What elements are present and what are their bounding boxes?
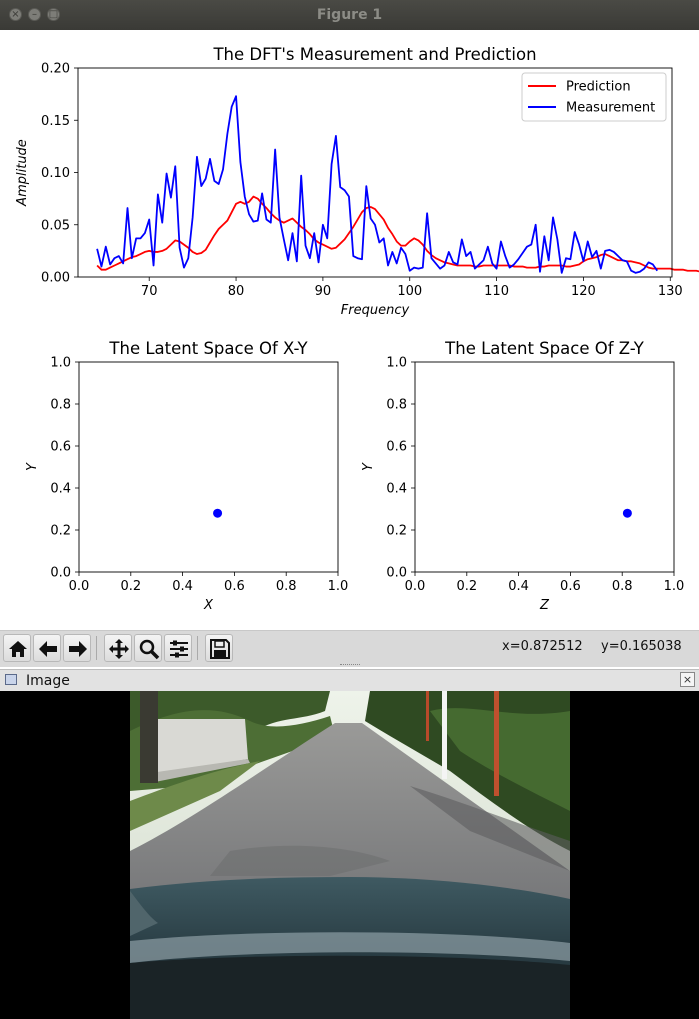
axes-frame bbox=[414, 361, 675, 573]
y-tick-label: 1.0 bbox=[386, 356, 407, 371]
x-tick-label: 0.4 bbox=[172, 579, 193, 594]
x-tick-label: 0.0 bbox=[69, 579, 90, 594]
y-tick-label: 0.6 bbox=[50, 440, 71, 455]
x-axis-label: X bbox=[203, 598, 214, 613]
x-tick-label: 0.6 bbox=[224, 579, 245, 594]
y-tick-label: 0.8 bbox=[386, 398, 407, 413]
chart-title: The Latent Space Of X-Y bbox=[108, 339, 308, 358]
x-tick-label: 1.0 bbox=[664, 579, 685, 594]
pan-button[interactable] bbox=[104, 634, 132, 662]
toolbar-separator bbox=[96, 636, 97, 660]
x-axis-label: Frequency bbox=[341, 303, 410, 318]
magnifier-icon bbox=[139, 639, 160, 660]
close-window-button[interactable]: × bbox=[9, 8, 22, 21]
y-tick-label: 0.0 bbox=[386, 566, 407, 581]
x-tick-label: 80 bbox=[228, 284, 245, 299]
chart-title: The DFT's Measurement and Prediction bbox=[212, 45, 536, 64]
legend-box bbox=[521, 72, 667, 122]
x-tick-label: 0.0 bbox=[405, 579, 426, 594]
forward-button[interactable] bbox=[63, 634, 91, 662]
x-coordinate-readout: x=0.872512 bbox=[502, 639, 583, 654]
y-tick-label: 1.0 bbox=[50, 356, 71, 371]
x-axis-label: Z bbox=[539, 598, 550, 613]
minimize-window-button[interactable]: – bbox=[28, 8, 41, 21]
x-tick-label: 100 bbox=[397, 284, 422, 299]
x-tick-label: 70 bbox=[141, 284, 158, 299]
y-axis-label: Y bbox=[25, 462, 40, 471]
window-titlebar: × – □ Figure 1 bbox=[0, 0, 699, 30]
chart-title: The Latent Space Of Z-Y bbox=[444, 339, 645, 358]
navigation-toolbar: x=0.872512 y=0.165038 bbox=[0, 630, 699, 667]
y-tick-label: 0.6 bbox=[386, 440, 407, 455]
back-button[interactable] bbox=[33, 634, 61, 662]
x-tick-label: 0.2 bbox=[456, 579, 477, 594]
axes-frame bbox=[77, 67, 673, 278]
road-scene-illustration bbox=[130, 691, 570, 1019]
x-tick-label: 0.8 bbox=[276, 579, 297, 594]
arrow-right-icon bbox=[69, 641, 87, 657]
x-tick-label: 0.4 bbox=[508, 579, 529, 594]
figure-canvas[interactable]: The DFT's Measurement and Prediction 70 80… bbox=[0, 30, 699, 630]
move-icon bbox=[109, 639, 129, 659]
series-line-prediction bbox=[96, 195, 699, 273]
y-tick-label: 0.10 bbox=[41, 166, 70, 181]
y-coordinate-readout: y=0.165038 bbox=[601, 639, 682, 654]
arrow-left-icon bbox=[39, 641, 57, 657]
y-tick-label: 0.2 bbox=[50, 524, 71, 539]
x-tick-label: 130 bbox=[658, 284, 683, 299]
y-tick-label: 0.4 bbox=[386, 482, 407, 497]
x-tick-label: 120 bbox=[571, 284, 596, 299]
axes-frame bbox=[78, 361, 339, 573]
y-tick-label: 0.4 bbox=[50, 482, 71, 497]
zoom-button[interactable] bbox=[134, 634, 162, 662]
y-tick-label: 0.15 bbox=[41, 114, 70, 129]
sliders-icon bbox=[170, 640, 188, 658]
save-button[interactable] bbox=[205, 634, 233, 662]
y-axis-label: Y bbox=[361, 462, 376, 471]
y-tick-label: 0.00 bbox=[41, 271, 70, 286]
legend-label: Prediction bbox=[566, 80, 631, 95]
configure-subplots-button[interactable] bbox=[164, 634, 192, 662]
x-tick-label: 0.2 bbox=[120, 579, 141, 594]
scatter-point bbox=[622, 508, 632, 518]
x-tick-label: 1.0 bbox=[328, 579, 349, 594]
image-panel-header: Image × bbox=[0, 669, 699, 692]
image-icon bbox=[5, 674, 17, 685]
y-tick-label: 0.8 bbox=[50, 398, 71, 413]
camera-frame-image bbox=[130, 691, 570, 1019]
x-tick-label: 0.6 bbox=[560, 579, 581, 594]
y-tick-label: 0.0 bbox=[50, 566, 71, 581]
x-tick-label: 110 bbox=[484, 284, 509, 299]
toolbar-separator bbox=[197, 636, 198, 660]
image-panel-title: Image bbox=[26, 673, 70, 689]
window-title: Figure 1 bbox=[316, 7, 383, 23]
image-panel bbox=[0, 691, 699, 1019]
y-tick-label: 0.20 bbox=[41, 62, 70, 77]
close-panel-button[interactable]: × bbox=[680, 672, 695, 687]
floppy-disk-icon bbox=[210, 639, 230, 659]
scatter-point bbox=[213, 508, 223, 518]
home-button[interactable] bbox=[3, 634, 31, 662]
series-line-measurement bbox=[96, 95, 658, 274]
splitter-handle[interactable] bbox=[340, 664, 360, 667]
legend-label: Measurement bbox=[566, 101, 655, 116]
y-axis-label: Amplitude bbox=[15, 139, 30, 207]
y-tick-label: 0.05 bbox=[41, 218, 70, 233]
y-tick-label: 0.2 bbox=[386, 524, 407, 539]
home-icon bbox=[9, 641, 27, 657]
figure-svg: The DFT's Measurement and Prediction 70 80… bbox=[15, 45, 699, 613]
x-tick-label: 90 bbox=[315, 284, 332, 299]
x-tick-label: 0.8 bbox=[612, 579, 633, 594]
maximize-window-button[interactable]: □ bbox=[47, 8, 60, 21]
